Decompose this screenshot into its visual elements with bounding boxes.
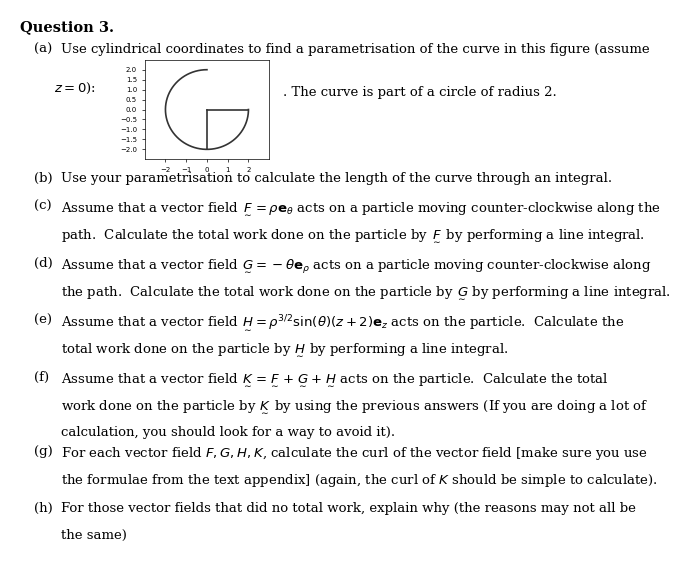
Text: Assume that a vector field $\underset{\sim}{K} = \underset{\sim}{F} + \underset{: Assume that a vector field $\underset{\s… <box>61 371 608 387</box>
Text: For each vector field $F, G, H, K$, calculate the curl of the vector field [make: For each vector field $F, G, H, K$, calc… <box>61 445 647 462</box>
Text: (h): (h) <box>34 502 52 515</box>
Text: (e): (e) <box>34 314 52 327</box>
Text: (a): (a) <box>34 43 52 56</box>
Text: (d): (d) <box>34 257 52 270</box>
Text: Question 3.: Question 3. <box>20 20 114 34</box>
Text: For those vector fields that did no total work, explain why (the reasons may not: For those vector fields that did no tota… <box>61 502 635 515</box>
Text: (b): (b) <box>34 172 52 185</box>
Text: Use cylindrical coordinates to find a parametrisation of the curve in this figur: Use cylindrical coordinates to find a pa… <box>61 43 649 56</box>
Text: total work done on the particle by $\underset{\sim}{H}$ by performing a line int: total work done on the particle by $\und… <box>61 341 508 358</box>
Text: the path.  Calculate the total work done on the particle by $\underset{\sim}{G}$: the path. Calculate the total work done … <box>61 284 670 301</box>
Text: Assume that a vector field $\underset{\sim}{G} = -\theta\mathbf{e}_\rho$ acts on: Assume that a vector field $\underset{\s… <box>61 257 651 274</box>
Text: calculation, you should look for a way to avoid it).: calculation, you should look for a way t… <box>61 426 394 439</box>
Text: the formulae from the text appendix] (again, the curl of $K$ should be simple to: the formulae from the text appendix] (ag… <box>61 472 658 489</box>
Text: . The curve is part of a circle of radius 2.: . The curve is part of a circle of radiu… <box>283 86 557 98</box>
Text: the same): the same) <box>61 529 127 542</box>
Text: Assume that a vector field $\underset{\sim}{F} = \rho \mathbf{e}_\theta$ acts on: Assume that a vector field $\underset{\s… <box>61 200 660 217</box>
Text: $z = 0$):: $z = 0$): <box>54 81 96 96</box>
Text: path.  Calculate the total work done on the particle by $\underset{\sim}{F}$ by : path. Calculate the total work done on t… <box>61 228 645 244</box>
Text: (f): (f) <box>34 371 48 384</box>
Text: (c): (c) <box>34 200 51 213</box>
Text: (g): (g) <box>34 445 52 458</box>
Text: Assume that a vector field $\underset{\sim}{H} = \rho^{3/2}\sin(\theta)(z+2)\mat: Assume that a vector field $\underset{\s… <box>61 314 624 333</box>
Text: Use your parametrisation to calculate the length of the curve through an integra: Use your parametrisation to calculate th… <box>61 172 612 185</box>
Text: work done on the particle by $\underset{\sim}{K}$ by using the previous answers : work done on the particle by $\underset{… <box>61 398 648 415</box>
